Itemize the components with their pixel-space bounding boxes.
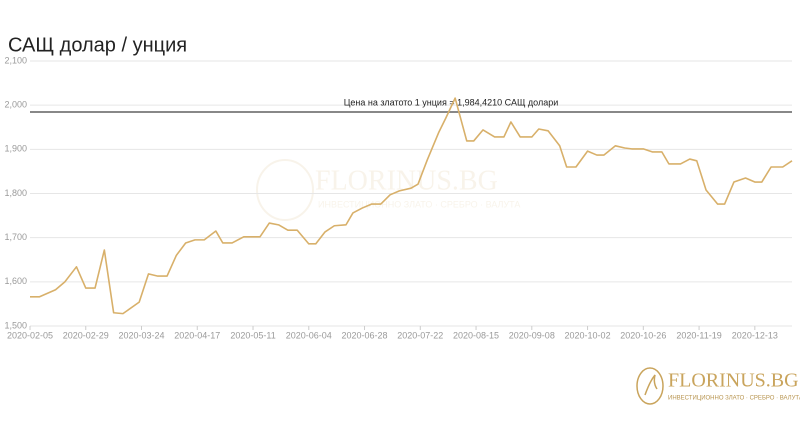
x-tick-label: 2020-02-05: [7, 330, 53, 340]
logo-emblem: [636, 367, 664, 405]
chart-title: САЩ долар / унция: [8, 34, 187, 56]
watermark-tagline: ИНВЕСТИЦИОННО ЗЛАТО · СРЕБРО · ВАЛУТА: [318, 199, 520, 209]
x-tick-label: 2020-05-11: [230, 330, 275, 340]
x-tick-label: 2020-04-17: [174, 330, 220, 340]
x-tick-label: 2020-07-22: [397, 330, 443, 340]
reference-label: Цена на златото 1 унция = 1,984,4210 САЩ…: [344, 97, 558, 107]
x-tick-label: 2020-02-29: [63, 330, 109, 340]
logo-tagline: ИНВЕСТИЦИОННО ЗЛАТО · СРЕБРО · ВАЛУТА: [668, 396, 800, 402]
line-series: [30, 97, 793, 315]
x-tick-label: 2020-06-28: [342, 330, 388, 340]
x-tick-label: 2020-10-02: [565, 330, 611, 340]
y-tick-label: 2,100: [4, 55, 27, 65]
y-tick-label: 1,500: [4, 320, 27, 330]
y-tick-label: 2,000: [4, 100, 27, 110]
logo: FLORINUS.BG ИНВЕСТИЦИОННО ЗЛАТО · СРЕБРО…: [636, 367, 800, 405]
y-tick-label: 1,700: [4, 232, 27, 242]
y-tick-label: 1,600: [4, 276, 27, 286]
watermark-name: FLORINUS.BG: [315, 165, 498, 196]
x-tick-label: 2020-11-19: [676, 330, 721, 340]
x-tick-label: 2020-09-08: [509, 330, 555, 340]
y-tick-label: 1,800: [4, 188, 27, 198]
watermark: FLORINUS.BG ИНВЕСТИЦИОННО ЗЛАТО · СРЕБРО…: [256, 159, 520, 221]
x-tick-label: 2020-06-04: [286, 330, 332, 340]
watermark-emblem: [256, 159, 314, 221]
y-tick-label: 1,900: [4, 144, 27, 154]
x-tick-label: 2020-03-24: [118, 330, 164, 340]
logo-name: FLORINUS.BG: [668, 370, 799, 392]
x-tick-label: 2020-12-13: [732, 330, 778, 340]
x-tick-label: 2020-08-15: [453, 330, 499, 340]
x-tick-label: 2020-10-26: [620, 330, 666, 340]
logo-bird: [644, 374, 658, 396]
